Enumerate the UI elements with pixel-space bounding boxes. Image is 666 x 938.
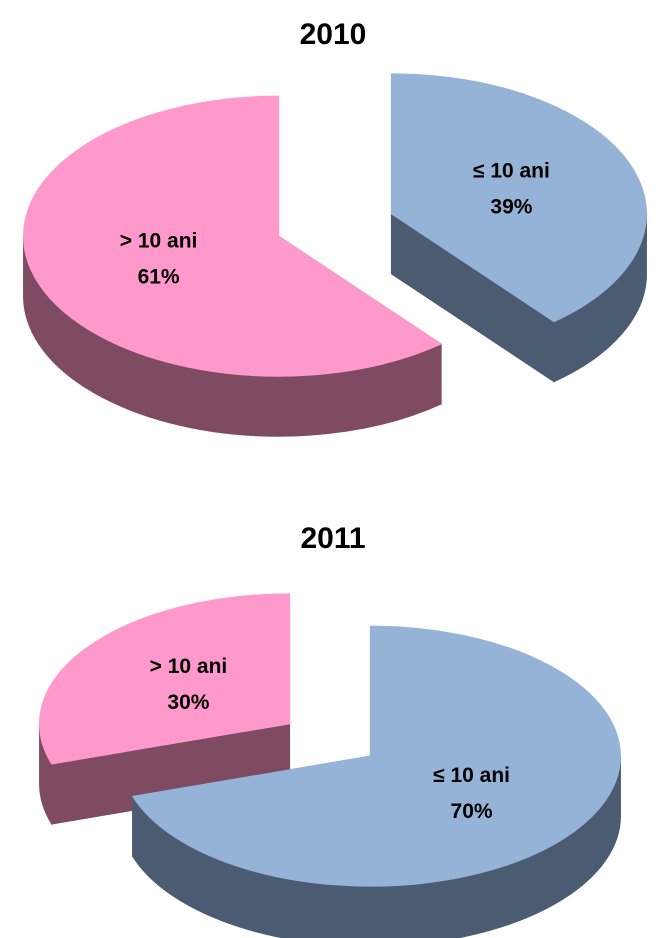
- slice: [131, 625, 621, 887]
- value-label: 39%: [490, 196, 532, 219]
- slice-label: > 10 ani: [120, 229, 198, 252]
- value-label: 61%: [138, 265, 180, 288]
- slice-label: ≤ 10 ani: [433, 764, 510, 787]
- slice: [390, 73, 647, 323]
- slice: [39, 593, 291, 765]
- chart-title: 2010: [300, 18, 367, 51]
- value-label: 30%: [167, 691, 209, 714]
- slice-label: > 10 ani: [150, 655, 228, 678]
- slice-label: ≤ 10 ani: [473, 160, 550, 183]
- slice: [23, 95, 443, 377]
- chart-title: 2011: [300, 522, 365, 555]
- value-label: 70%: [451, 800, 493, 823]
